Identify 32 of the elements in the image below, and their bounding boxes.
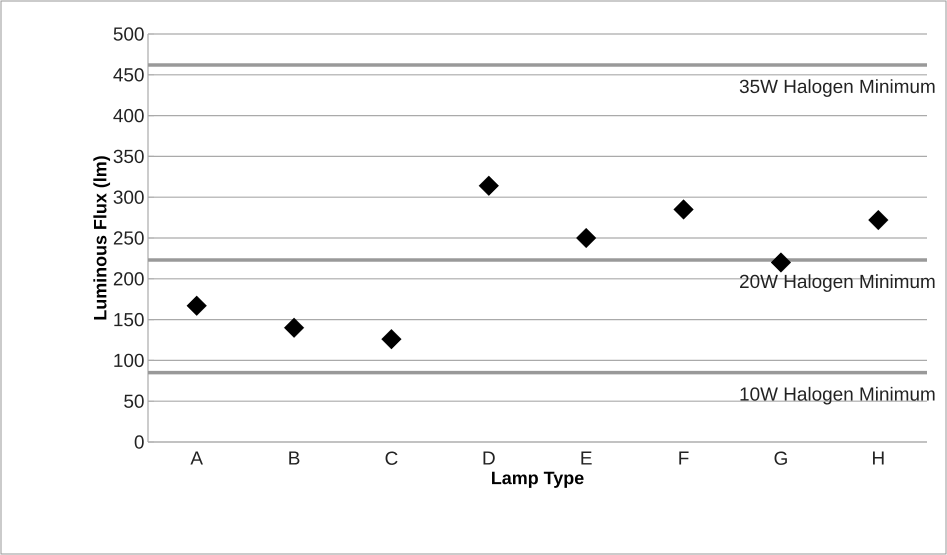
point — [186, 296, 207, 316]
x-tick-label: E — [581, 452, 592, 465]
ref-line-label: 10W Halogen Minimum — [740, 386, 934, 404]
ref-line-label: 35W Halogen Minimum — [740, 79, 934, 97]
y-tick-label: 50 — [124, 394, 144, 408]
y-tick-label: 250 — [114, 231, 144, 245]
y-tick-label: 100 — [114, 354, 144, 368]
x-tick-label: A — [190, 452, 203, 465]
y-tick-label: 400 — [113, 108, 144, 122]
x-axis-title: Lamp Type — [492, 472, 584, 488]
y-tick-label: 200 — [114, 272, 144, 286]
point — [868, 210, 888, 230]
y-tick-label: 0 — [134, 435, 144, 449]
x-tick-label: F — [679, 452, 689, 465]
y-tick-label: 300 — [114, 190, 144, 204]
point — [478, 176, 499, 196]
point — [381, 329, 402, 350]
point — [284, 318, 304, 338]
ref-line-label: 20W Halogen Minimum — [740, 274, 934, 292]
x-tick-label: C — [386, 452, 398, 465]
x-tick-label: G — [774, 452, 787, 465]
y-tick-label: 450 — [113, 68, 144, 82]
point — [673, 199, 694, 220]
y-tick-label: 500 — [114, 27, 144, 41]
x-tick-label: H — [873, 452, 884, 465]
point — [770, 252, 792, 273]
x-tick-label: B — [289, 452, 300, 465]
y-tick-label: 150 — [114, 312, 144, 326]
point — [576, 228, 596, 248]
y-axis-title: Luminous Flux (lm) — [93, 156, 110, 320]
x-tick-label: D — [484, 452, 495, 465]
y-tick-label: 350 — [114, 150, 144, 164]
